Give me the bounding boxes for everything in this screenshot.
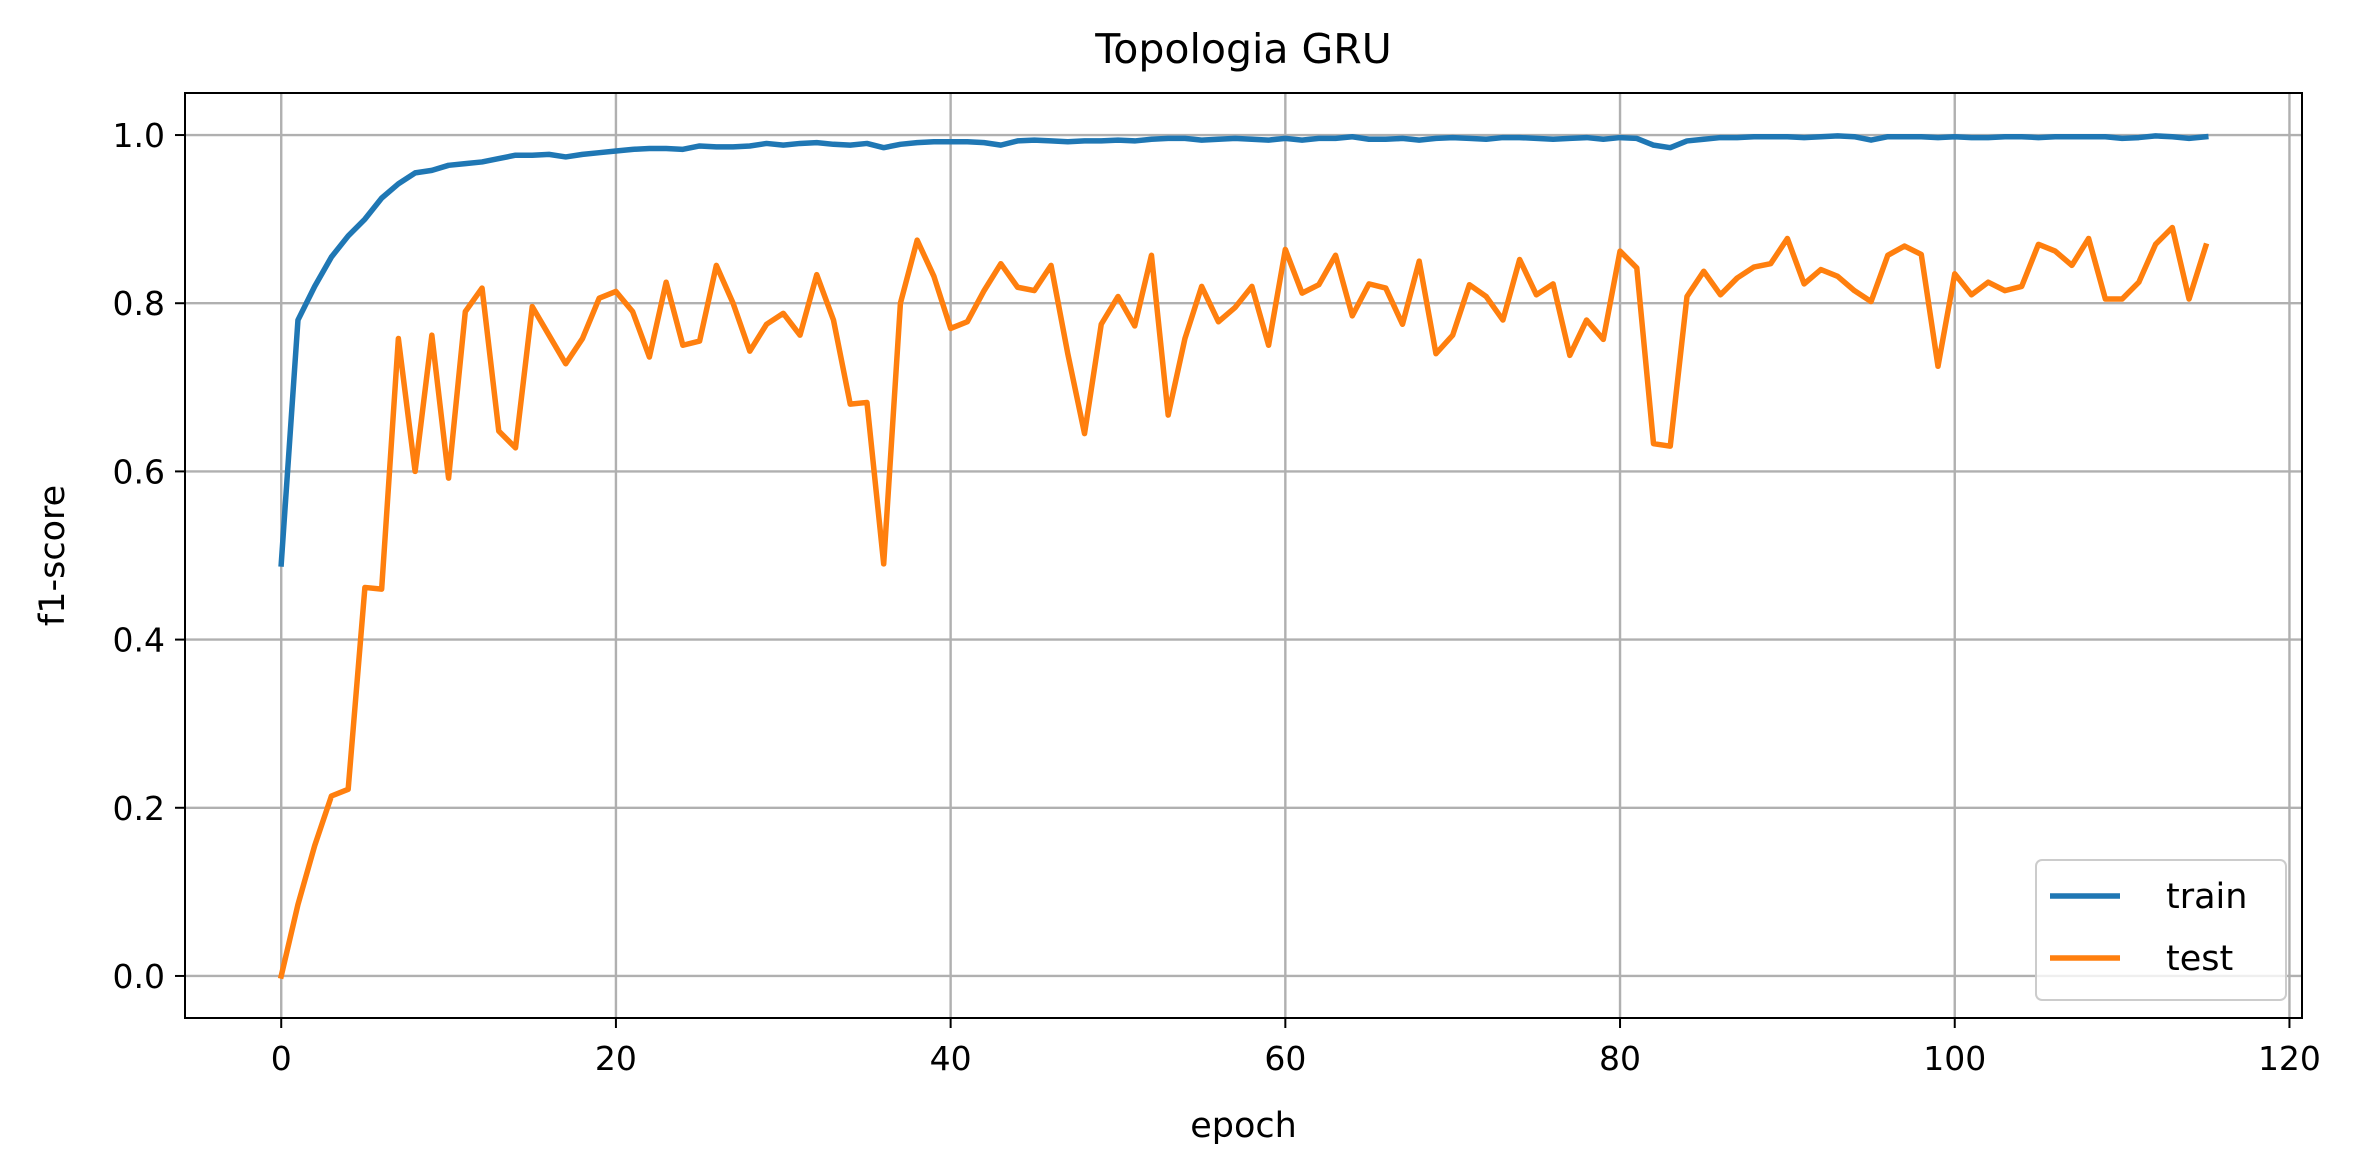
y-tick-label: 0.2 (113, 789, 165, 828)
y-tick-label: 0.8 (113, 284, 165, 323)
y-tick-label: 0.4 (113, 621, 165, 660)
y-tick-label: 1.0 (113, 116, 165, 155)
x-axis-ticks: 0 20 40 60 80 100 120 (271, 1018, 2321, 1078)
y-tick-label: 0.0 (113, 957, 165, 996)
series-line-train (278, 133, 2209, 567)
x-axis-label: epoch (1190, 1106, 1297, 1146)
series-lines (277, 133, 2210, 980)
legend: train test (2035, 859, 2287, 1001)
x-tick-label: 0 (271, 1039, 292, 1078)
y-tick-label: 0.6 (113, 452, 165, 491)
plot-frame (184, 92, 2303, 1019)
y-axis-label: f1-score (33, 485, 73, 626)
x-tick-label: 80 (1599, 1039, 1641, 1078)
legend-box (2035, 859, 2287, 1001)
x-tick-label: 120 (2258, 1039, 2321, 1078)
x-tick-label: 100 (1923, 1039, 1986, 1078)
series-line-test (277, 224, 2210, 980)
x-tick-label: 20 (595, 1039, 637, 1078)
y-axis-ticks: 0.0 0.2 0.4 0.6 0.8 1.0 (113, 116, 185, 996)
legend-label-test: test (2166, 939, 2233, 979)
legend-label-train: train (2166, 877, 2247, 917)
x-tick-label: 40 (930, 1039, 972, 1078)
x-tick-label: 60 (1264, 1039, 1306, 1078)
legend-items: train test (2050, 877, 2247, 979)
chart-title: Topologia GRU (1094, 25, 1392, 73)
